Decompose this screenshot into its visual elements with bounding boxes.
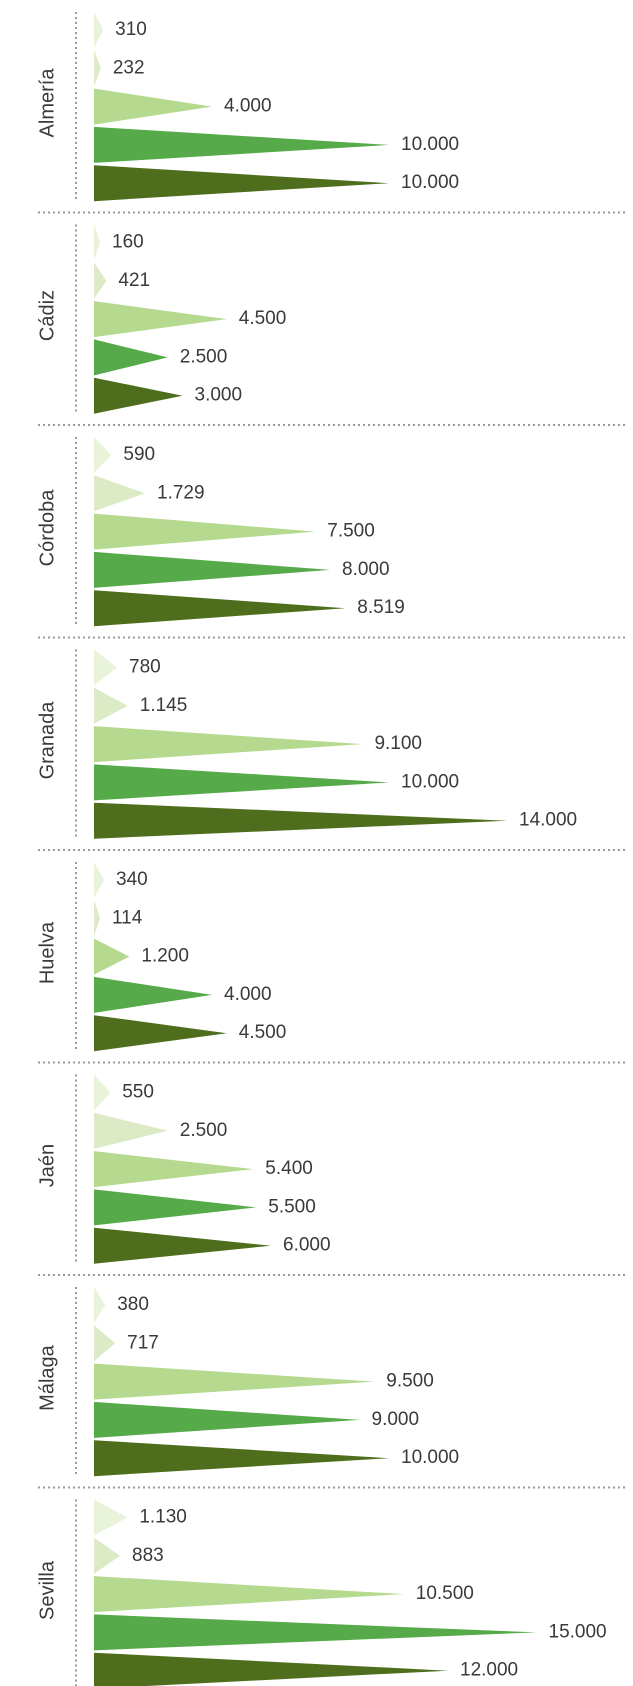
data-label: 5.400 (265, 1158, 313, 1179)
data-label: 7.500 (327, 521, 375, 542)
bar-malaga-2 (94, 1325, 116, 1362)
data-label: 10.000 (401, 771, 459, 792)
data-label: 340 (116, 869, 148, 890)
bar-cadiz-3 (94, 301, 227, 338)
data-label: 3.000 (195, 385, 243, 406)
data-label: 1.200 (141, 946, 189, 967)
bar-jaen-2 (94, 1112, 168, 1149)
bar-almeria-5 (94, 165, 389, 202)
bar-jaen-1 (94, 1074, 111, 1111)
bar-sevilla-4 (94, 1614, 537, 1651)
data-label: 10.000 (401, 134, 459, 155)
bar-jaen-5 (94, 1227, 271, 1264)
data-label: 1.729 (157, 482, 205, 503)
bar-huelva-1 (94, 862, 105, 898)
data-label: 1.130 (139, 1507, 187, 1528)
data-label: 6.000 (283, 1235, 331, 1256)
province-group-cadiz: Cádiz 160 421 4.500 2.500 3.000 (36, 224, 626, 426)
bar-granada-5 (94, 802, 507, 839)
data-label: 8.519 (357, 597, 405, 618)
bar-cadiz-5 (94, 377, 183, 414)
data-label: 780 (129, 657, 161, 678)
data-label: 590 (123, 444, 155, 465)
data-label: 4.000 (224, 984, 272, 1005)
province-group-huelva: Huelva 340 114 1.200 4.000 4.500 (36, 862, 626, 1064)
data-label: 2.500 (180, 1120, 228, 1141)
bar-malaga-1 (94, 1287, 106, 1323)
bar-cadiz-4 (94, 339, 168, 376)
bar-sevilla-3 (94, 1576, 404, 1613)
bar-granada-3 (94, 726, 363, 763)
data-label: 310 (115, 19, 147, 40)
province-label: Sevilla (36, 1560, 58, 1620)
data-label: 4.500 (239, 1022, 287, 1043)
bar-jaen-3 (94, 1151, 254, 1188)
bar-huelva-4 (94, 976, 212, 1013)
data-label: 5.500 (268, 1196, 316, 1217)
bar-sevilla-1 (94, 1499, 128, 1536)
data-label: 9.100 (374, 733, 422, 754)
province-label: Jaén (36, 1144, 58, 1187)
bar-huelva-5 (94, 1015, 227, 1052)
data-label: 10.000 (401, 172, 459, 193)
data-label: 10.000 (401, 1447, 459, 1468)
province-group-granada: Granada 780 1.145 9.100 10.000 14.000 (36, 649, 626, 851)
data-label: 9.000 (372, 1409, 420, 1430)
data-label: 550 (122, 1082, 154, 1103)
province-label: Almería (36, 68, 58, 138)
bar-almeria-3 (94, 88, 212, 125)
bar-granada-1 (94, 649, 118, 686)
data-label: 10.500 (416, 1583, 474, 1604)
data-label: 1.145 (140, 695, 188, 716)
bar-cordoba-5 (94, 590, 346, 627)
bar-malaga-4 (94, 1401, 360, 1438)
data-label: 4.500 (239, 308, 287, 329)
province-label: Málaga (36, 1344, 58, 1410)
bar-cadiz-1 (94, 224, 100, 261)
bar-cordoba-2 (94, 475, 146, 512)
data-label: 4.000 (224, 96, 272, 117)
data-label: 883 (132, 1545, 164, 1566)
province-group-malaga: Málaga 380 717 9.500 9.000 10.000 (36, 1287, 626, 1489)
data-label: 160 (112, 232, 144, 253)
bar-jaen-4 (94, 1189, 257, 1226)
bar-cordoba-4 (94, 551, 330, 588)
data-label: 380 (117, 1294, 149, 1315)
province-label: Huelva (36, 921, 58, 984)
data-label: 12.000 (460, 1660, 518, 1681)
province-label: Granada (36, 701, 58, 780)
province-group-sevilla: Sevilla 1.130 883 10.500 15.000 12.000 (36, 1499, 607, 1686)
bar-cordoba-3 (94, 513, 316, 550)
bar-huelva-2 (94, 900, 100, 937)
bar-almeria-2 (94, 50, 101, 87)
bar-granada-2 (94, 687, 128, 724)
data-label: 2.500 (180, 346, 228, 367)
bar-cordoba-1 (94, 437, 112, 473)
bar-huelva-3 (94, 938, 130, 975)
bar-cadiz-2 (94, 262, 107, 299)
bar-malaga-5 (94, 1440, 389, 1477)
data-label: 717 (127, 1332, 159, 1353)
bar-almeria-1 (94, 12, 104, 48)
province-group-jaen: Jaén 550 2.500 5.400 5.500 6.000 (36, 1074, 626, 1276)
data-label: 14.000 (519, 810, 577, 831)
data-label: 114 (112, 907, 143, 928)
province-group-almeria: Almería 310 232 4.000 10.000 10.000 (36, 12, 626, 214)
data-label: 8.000 (342, 559, 390, 580)
bar-sevilla-5 (94, 1652, 448, 1686)
data-label: 9.500 (386, 1371, 434, 1392)
bar-almeria-4 (94, 126, 389, 163)
province-label: Cádiz (36, 290, 58, 341)
bar-granada-4 (94, 764, 389, 801)
bar-malaga-3 (94, 1363, 375, 1400)
data-label: 232 (113, 57, 145, 78)
data-label: 15.000 (549, 1621, 607, 1642)
bar-sevilla-2 (94, 1537, 121, 1574)
province-label: Córdoba (36, 489, 58, 567)
data-label: 421 (118, 270, 150, 291)
